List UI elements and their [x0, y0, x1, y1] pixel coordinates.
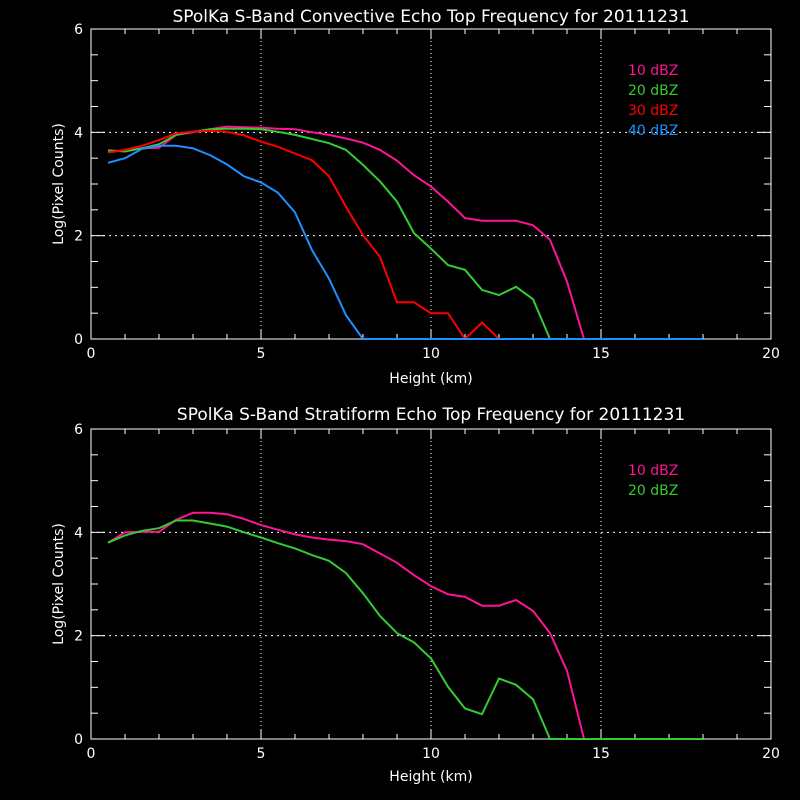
x-tick-label: 20: [762, 346, 780, 362]
y-axis-label: Log(Pixel Counts): [51, 123, 67, 245]
x-axis-label: Height (km): [389, 371, 472, 387]
legend-entry: 10 dBZ: [628, 63, 678, 79]
y-tick-label: 2: [74, 629, 83, 645]
stratiform-panel: SPolKa S-Band Stratiform Echo Top Freque…: [51, 405, 780, 785]
y-tick-label: 6: [74, 422, 83, 438]
x-tick-label: 15: [592, 346, 610, 362]
y-tick-label: 0: [74, 332, 83, 348]
x-tick-label: 15: [592, 746, 610, 762]
legend-entry: 30 dBZ: [628, 103, 678, 119]
y-tick-label: 6: [74, 22, 83, 38]
series-line-40-dbz: [107, 144, 703, 340]
x-tick-label: 0: [87, 746, 96, 762]
series-line-10-dbz: [108, 125, 703, 340]
y-tick-label: 2: [74, 229, 83, 245]
x-tick-label: 10: [422, 746, 440, 762]
legend-entry: 10 dBZ: [628, 463, 678, 479]
y-tick-label: 4: [74, 125, 83, 141]
legend-entry: 20 dBZ: [628, 83, 678, 99]
x-tick-label: 0: [87, 346, 96, 362]
chart-title: SPolKa S-Band Convective Echo Top Freque…: [172, 7, 689, 27]
legend-entry: 20 dBZ: [628, 483, 678, 499]
series-line-30-dbz: [107, 129, 703, 341]
x-tick-label: 20: [762, 746, 780, 762]
y-tick-label: 4: [74, 525, 83, 541]
series-line-10-dbz: [107, 511, 703, 740]
y-tick-label: 0: [74, 732, 83, 748]
chart-title: SPolKa S-Band Stratiform Echo Top Freque…: [177, 405, 685, 425]
series-line-20-dbz: [107, 127, 703, 340]
x-tick-label: 5: [257, 346, 266, 362]
x-tick-label: 5: [257, 746, 266, 762]
y-axis-label: Log(Pixel Counts): [51, 523, 67, 645]
legend-entry: 40 dBZ: [628, 123, 678, 139]
x-tick-label: 10: [422, 346, 440, 362]
series-line-20-dbz: [107, 519, 703, 740]
x-axis-label: Height (km): [389, 769, 472, 785]
convective-panel: SPolKa S-Band Convective Echo Top Freque…: [51, 7, 780, 387]
